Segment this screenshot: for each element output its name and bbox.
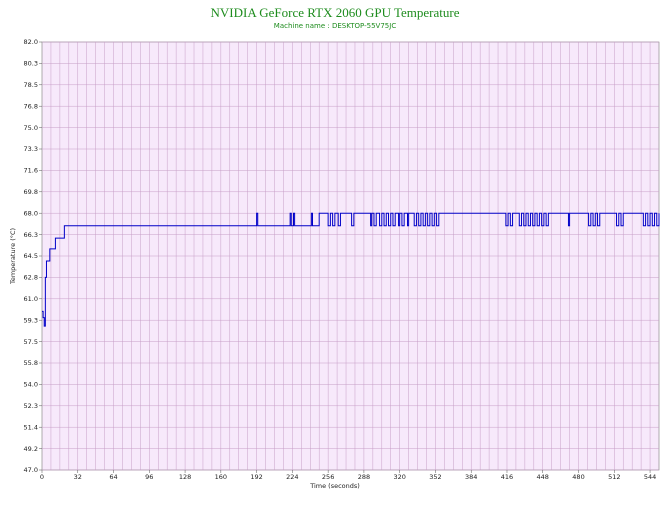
y-tick-label: 62.8: [24, 274, 38, 282]
x-tick-label: 224: [286, 473, 298, 481]
x-tick-label: 512: [608, 473, 620, 481]
x-tick-label: 128: [179, 473, 191, 481]
y-tick-label: 80.3: [24, 60, 38, 68]
x-axis-ticks: 0 32 64 96 128 160 192 224 256 288 320 352 384 416 448…: [40, 470, 656, 481]
series-line: [42, 212, 660, 327]
y-tick-label: 51.4: [24, 423, 38, 431]
y-tick-label: 61.0: [24, 295, 38, 303]
x-tick-label: 288: [358, 473, 370, 481]
y-tick-label: 54.0: [24, 381, 38, 389]
x-tick-label: 64: [109, 473, 117, 481]
chart-subtitle: Machine name : DESKTOP-55V75JC: [274, 22, 397, 30]
y-tick-label: 55.8: [24, 359, 38, 367]
x-tick-label: 32: [74, 473, 82, 481]
y-tick-label: 78.5: [24, 81, 38, 89]
y-tick-label: 82.0: [24, 38, 38, 46]
x-tick-label: 192: [250, 473, 262, 481]
y-tick-label: 49.2: [24, 445, 38, 453]
x-tick-label: 544: [644, 473, 656, 481]
y-axis-label: Temperature (°C): [9, 228, 17, 285]
y-tick-label: 73.3: [24, 145, 38, 153]
y-tick-label: 59.3: [24, 316, 38, 324]
x-tick-label: 256: [322, 473, 334, 481]
x-tick-label: 352: [429, 473, 441, 481]
chart-title: NVIDIA GeForce RTX 2060 GPU Temperature: [211, 5, 460, 20]
x-tick-label: 0: [40, 473, 44, 481]
grid-lines: [42, 41, 659, 471]
y-tick-label: 75.0: [24, 124, 38, 132]
y-tick-label: 68.0: [24, 209, 38, 217]
y-axis-ticks: 47.0 49.2 51.4 52.3 54.0 55.8 57.5 59.3 61.0 62.8…: [24, 38, 42, 474]
y-tick-label: 69.8: [24, 188, 38, 196]
x-tick-label: 96: [145, 473, 153, 481]
x-tick-label: 320: [393, 473, 405, 481]
x-tick-label: 480: [572, 473, 584, 481]
y-tick-label: 52.3: [24, 402, 38, 410]
y-tick-label: 57.5: [24, 338, 38, 346]
y-tick-label: 47.0: [24, 466, 38, 474]
y-tick-label: 76.8: [24, 102, 38, 110]
y-tick-label: 66.3: [24, 231, 38, 239]
y-tick-label: 64.5: [24, 252, 38, 260]
x-tick-label: 384: [465, 473, 477, 481]
x-tick-label: 160: [215, 473, 227, 481]
y-tick-label: 71.6: [24, 167, 38, 175]
x-tick-label: 448: [537, 473, 549, 481]
x-tick-label: 416: [501, 473, 513, 481]
x-axis-label: Time (seconds): [309, 482, 360, 490]
